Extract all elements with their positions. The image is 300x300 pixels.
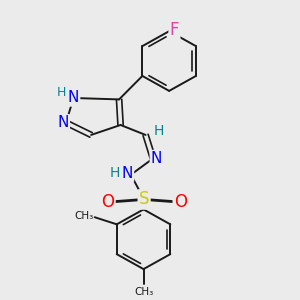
Text: N: N bbox=[122, 166, 133, 181]
Text: S: S bbox=[139, 190, 149, 208]
Text: CH₃: CH₃ bbox=[134, 287, 153, 297]
Text: O: O bbox=[174, 193, 187, 211]
Text: H: H bbox=[110, 166, 120, 180]
Text: H: H bbox=[154, 124, 164, 138]
Text: N: N bbox=[58, 115, 69, 130]
Text: N: N bbox=[68, 91, 79, 106]
Text: F: F bbox=[170, 21, 179, 39]
Text: H: H bbox=[57, 86, 66, 99]
Text: CH₃: CH₃ bbox=[74, 212, 93, 221]
Text: N: N bbox=[151, 151, 162, 166]
Text: O: O bbox=[101, 193, 114, 211]
